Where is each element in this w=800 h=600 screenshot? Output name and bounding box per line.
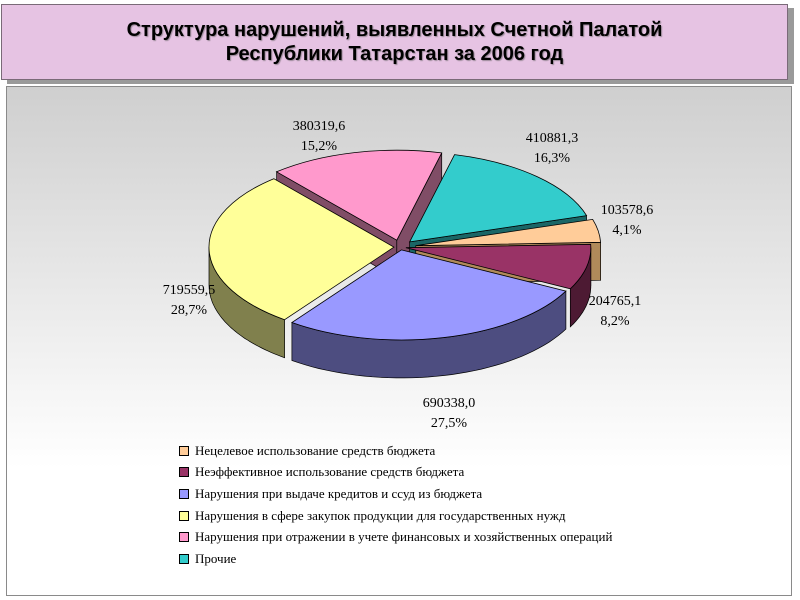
- pie-slice-5: [408, 154, 588, 243]
- data-label-percent-1: 8,2%: [600, 314, 630, 329]
- legend-swatch-1: [179, 467, 189, 478]
- data-label-value-3: 719559,5: [163, 283, 216, 298]
- legend-item-1: Неэффективное использование средств бюдж…: [179, 462, 612, 484]
- pie-slice-2: [291, 249, 567, 341]
- legend-label-1: Неэффективное использование средств бюдж…: [195, 464, 465, 480]
- data-label-percent-2: 27,5%: [431, 416, 468, 431]
- data-label-value-4: 380319,6: [293, 119, 346, 134]
- legend-item-4: Нарушения при отражении в учете финансов…: [179, 526, 612, 548]
- data-label-value-0: 103578,6: [601, 203, 654, 218]
- pie-slice-0: [415, 218, 602, 247]
- data-label-percent-4: 15,2%: [301, 139, 338, 154]
- pie-slice-1: [405, 243, 592, 290]
- pie-tops: [208, 149, 602, 341]
- data-label-value-5: 410881,3: [526, 131, 579, 146]
- chart-area: 103578,6 4,1% 204765,1 8,2% 690338,0 27,5% 719…: [6, 86, 792, 596]
- legend-swatch-2: [179, 488, 189, 499]
- title-banner: Структура нарушений, выявленных Счетной …: [1, 4, 788, 80]
- legend-swatch-5: [179, 553, 189, 564]
- title-line-1: Структура нарушений, выявленных Счетной …: [126, 19, 663, 41]
- chart-legend: Нецелевое использование средств бюджета Н…: [179, 440, 612, 570]
- legend-label-3: Нарушения в сфере закупок продукции для …: [195, 507, 566, 523]
- legend-label-4: Нарушения при отражении в учете финансов…: [195, 529, 613, 545]
- title-line-2: Республики Татарстан за 2006 год: [225, 43, 564, 65]
- data-label-percent-3: 28,7%: [171, 303, 208, 318]
- legend-label-2: Нарушения при выдаче кредитов и ссуд из …: [195, 485, 483, 501]
- legend-swatch-0: [179, 445, 189, 456]
- pie-chart: 103578,6 4,1% 204765,1 8,2% 690338,0 27,5% 719…: [163, 119, 654, 431]
- legend-swatch-3: [179, 510, 189, 521]
- pie-slice-4: [275, 149, 443, 241]
- legend-item-0: Нецелевое использование средств бюджета: [179, 440, 612, 462]
- data-label-value-2: 690338,0: [423, 396, 476, 411]
- legend-item-2: Нарушения при выдаче кредитов и ссуд из …: [179, 483, 612, 505]
- data-label-value-1: 204765,1: [589, 294, 642, 309]
- legend-label-0: Нецелевое использование средств бюджета: [195, 442, 436, 458]
- page-title: Структура нарушений, выявленных Счетной …: [127, 18, 663, 66]
- data-label-percent-0: 4,1%: [612, 223, 642, 238]
- legend-label-5: Прочие: [195, 550, 237, 566]
- data-label-percent-5: 16,3%: [534, 151, 571, 166]
- legend-item-5: Прочие: [179, 548, 612, 570]
- legend-swatch-4: [179, 532, 189, 543]
- pie-slice-3: [208, 178, 395, 321]
- legend-item-3: Нарушения в сфере закупок продукции для …: [179, 505, 612, 527]
